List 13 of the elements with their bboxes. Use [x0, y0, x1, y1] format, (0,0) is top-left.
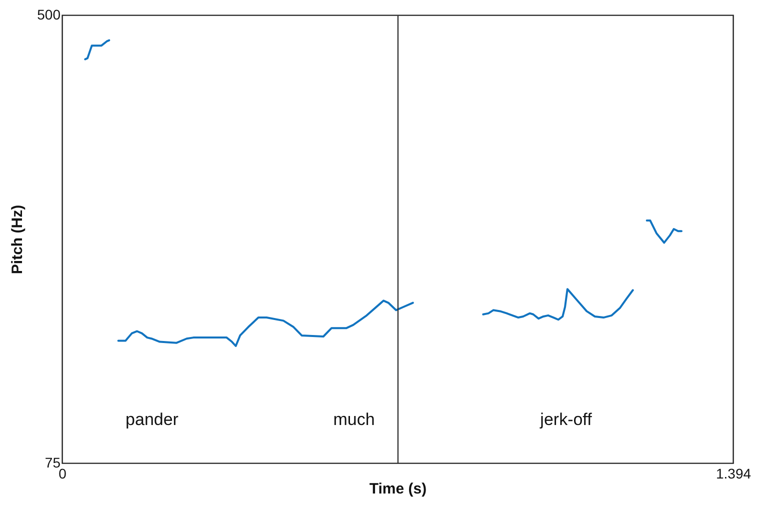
line-series [117, 300, 414, 347]
y-tick-label: 500 [37, 6, 61, 22]
y-tick-label: 75 [44, 454, 61, 470]
line-series [482, 288, 634, 321]
annotation: much [333, 410, 375, 429]
annotation: jerk-off [539, 410, 592, 429]
y-axis-title: Pitch (Hz) [9, 204, 26, 274]
x-axis-title: Time (s) [369, 480, 427, 498]
x-tick-label: 1.394 [716, 466, 752, 482]
annotation: pander [126, 410, 179, 429]
line-series [646, 220, 682, 244]
line-series [84, 39, 110, 60]
x-tick-label: 0 [58, 466, 67, 482]
